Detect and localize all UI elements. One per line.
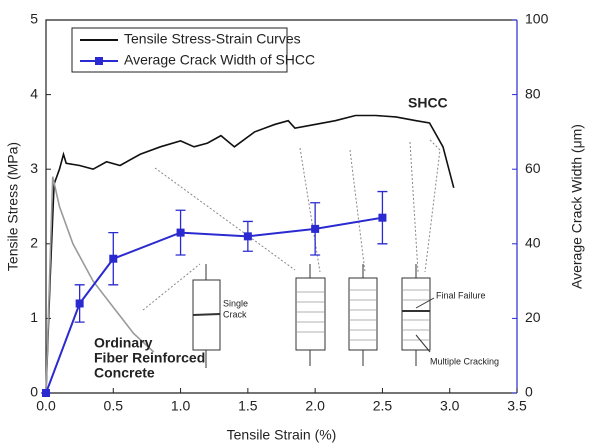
y2-tick-label: 40: [525, 235, 541, 251]
legend: Tensile Stress-Strain Curves Average Crac…: [71, 27, 315, 73]
y-tick-label: 1: [30, 309, 38, 325]
marker: [109, 254, 118, 263]
legend-label: Tensile Stress-Strain Curves: [124, 31, 301, 47]
annotation: Final Failure: [436, 290, 486, 300]
x-tick-label: 0.5: [104, 398, 124, 414]
marker: [42, 389, 50, 397]
y-tick-label: 5: [30, 11, 38, 27]
y2-tick-label: 0: [525, 384, 533, 400]
y-tick-label: 3: [30, 160, 38, 176]
x-axis-label: Tensile Strain (%): [227, 427, 337, 443]
annotation: Multiple Cracking: [430, 356, 499, 366]
annotation: Single: [223, 298, 248, 308]
marker: [243, 232, 252, 241]
annotation: Fiber Reinforced: [94, 350, 205, 366]
y2-tick-label: 100: [525, 11, 549, 27]
legend-box: [71, 27, 288, 73]
y-tick-label: 0: [30, 384, 38, 400]
annotation: Crack: [223, 309, 247, 319]
marker: [311, 224, 320, 233]
specimens: [142, 139, 441, 368]
x-tick-label: 2.0: [305, 398, 325, 414]
series-line: [45, 176, 155, 394]
marker: [75, 299, 84, 308]
x-tick-label: 3.5: [507, 398, 527, 414]
legend-label: Average Crack Width of SHCC: [124, 52, 315, 68]
y2-tick-label: 60: [525, 160, 541, 176]
x-tick-label: 0.0: [36, 398, 56, 414]
y-tick-label: 2: [30, 235, 38, 251]
annotation: Ordinary: [94, 335, 153, 351]
marker: [378, 213, 387, 222]
series-line: [45, 114, 455, 394]
x-tick-label: 1.5: [238, 398, 258, 414]
x-tick-label: 3.0: [440, 398, 460, 414]
y-tick-label: 4: [30, 85, 38, 101]
x-tick-label: 1.0: [171, 398, 191, 414]
y2-tick-label: 20: [525, 309, 541, 325]
y-axis-label: Tensile Stress (MPa): [5, 142, 21, 271]
axis-frame: [45, 19, 517, 394]
marker: [176, 228, 185, 237]
y2-axis-label: Average Crack Width (μm): [569, 124, 585, 289]
annotation: Concrete: [94, 365, 155, 381]
x-tick-label: 2.5: [373, 398, 393, 414]
annotation: SHCC: [408, 95, 448, 111]
y2-tick-label: 80: [525, 85, 541, 101]
legend-marker: [95, 57, 103, 65]
